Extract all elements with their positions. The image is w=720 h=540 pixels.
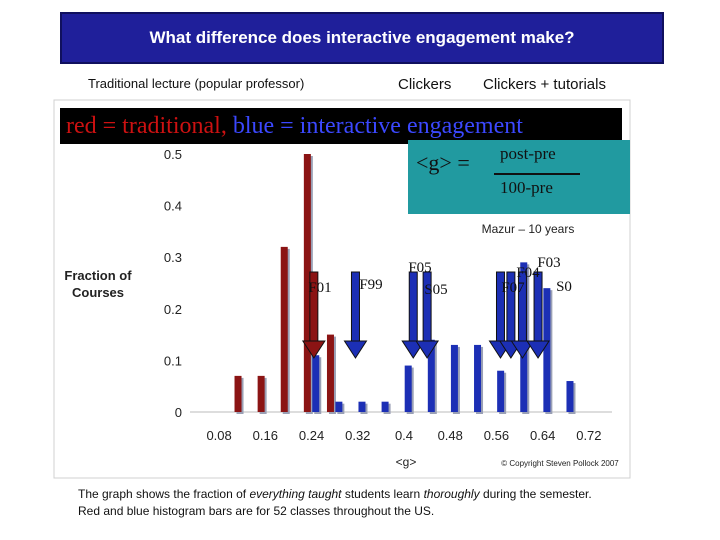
legend-interactive: blue = interactive engagement — [232, 113, 523, 139]
slide-title: What difference does interactive engagem… — [60, 12, 664, 64]
bar-interactive — [474, 344, 484, 414]
header-clickers-tutorials: Clickers + tutorials — [483, 76, 606, 93]
marker-arrow-s0 — [526, 271, 550, 359]
slide-title-text: What difference does interactive engagem… — [149, 28, 575, 47]
x-tick-label: 0.48 — [438, 428, 463, 443]
bar-interactive — [566, 381, 576, 414]
caption-line-2: Red and blue histogram bars are for 52 c… — [78, 504, 435, 518]
bar-interactive — [450, 344, 460, 414]
x-tick-label: 0.64 — [530, 428, 555, 443]
x-tick-label: 0.56 — [484, 428, 509, 443]
bar-interactive — [543, 288, 553, 414]
bar-traditional — [303, 154, 313, 414]
formula-fraction-bar — [494, 173, 580, 175]
marker-label-f01: F01 — [308, 280, 331, 296]
bar-interactive — [358, 401, 368, 414]
legend-traditional: red = traditional, — [66, 113, 227, 139]
gain-formula: <g> = post-pre 100-pre — [408, 140, 630, 214]
x-tick-label: 0.32 — [345, 428, 370, 443]
formula-lhs: <g> = — [416, 150, 470, 175]
chart-subtitle: Mazur – 10 years — [482, 222, 575, 236]
marker-arrow-s05 — [415, 271, 440, 359]
bar-interactive — [312, 355, 322, 414]
y-axis-label: Fraction of Courses — [64, 268, 132, 300]
caption-line-1: The graph shows the fraction of everythi… — [78, 487, 592, 501]
copyright-text: © Copyright Steven Pollock 2007 — [501, 459, 619, 468]
y-tick-label: 0.2 — [164, 302, 182, 317]
y-tick-label: 0 — [175, 405, 182, 420]
formula-denominator: 100-pre — [500, 178, 553, 197]
header-traditional: Traditional lecture (popular professor) — [88, 76, 305, 91]
bar-traditional — [257, 375, 267, 414]
y-tick-label: 0.1 — [164, 353, 182, 368]
marker-arrow-f99 — [343, 271, 368, 359]
bar-interactive — [497, 370, 507, 414]
x-tick-label: 0.16 — [253, 428, 278, 443]
bar-interactive — [427, 339, 437, 414]
marker-label-f99: F99 — [359, 277, 382, 293]
marker-label-s05: S05 — [424, 282, 447, 298]
x-tick-label: 0.4 — [395, 428, 413, 443]
formula-numerator: post-pre — [500, 144, 556, 163]
y-tick-label: 0.3 — [164, 250, 182, 265]
bar-traditional — [326, 334, 336, 414]
bar-interactive — [404, 365, 414, 414]
x-tick-label: 0.72 — [576, 428, 601, 443]
bar-interactive — [335, 401, 345, 414]
marker-arrow-f03 — [510, 271, 535, 359]
header-clickers: Clickers — [398, 76, 452, 93]
bar-traditional — [234, 375, 244, 414]
color-legend: red = traditional, blue = interactive en… — [60, 108, 622, 144]
x-axis-label: <g> — [396, 455, 417, 469]
bar-interactive — [381, 401, 391, 414]
y-tick-label: 0.4 — [164, 199, 182, 214]
x-tick-label: 0.24 — [299, 428, 324, 443]
marker-label-f03: F03 — [537, 255, 560, 271]
bar-traditional — [280, 246, 290, 414]
y-tick-label: 0.5 — [164, 147, 182, 162]
x-tick-label: 0.08 — [206, 428, 231, 443]
marker-label-f07: F07 — [501, 280, 525, 296]
marker-label-f04: F04 — [516, 265, 540, 281]
caption: The graph shows the fraction of everythi… — [78, 486, 698, 520]
marker-label-f05: F05 — [408, 260, 431, 276]
marker-arrow-f01 — [301, 271, 326, 359]
marker-label-s0: S0 — [556, 279, 572, 295]
